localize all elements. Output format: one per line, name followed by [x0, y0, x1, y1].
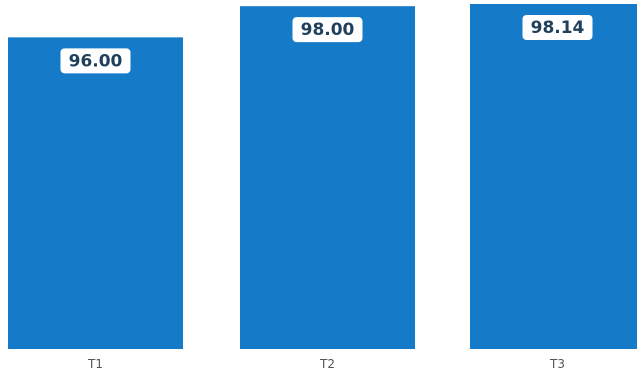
x-axis-ticks: T1 T2 T3 [87, 357, 565, 371]
data-label-T3: 98.14 [522, 15, 593, 40]
x-tick-label-T1: T1 [87, 357, 103, 371]
bar-T1 [8, 37, 183, 349]
x-tick-label-T2: T2 [319, 357, 335, 371]
data-label-text: 98.14 [531, 18, 585, 38]
x-tick-label-T3: T3 [549, 357, 565, 371]
bar-T2 [240, 6, 415, 349]
bar-T3 [470, 4, 637, 349]
data-label-text: 98.00 [301, 20, 355, 40]
data-label-box [522, 15, 593, 40]
data-label-T1: 96.00 [60, 48, 131, 74]
data-label-box [60, 48, 131, 74]
data-label-text: 96.00 [69, 51, 123, 71]
bars-layer [8, 4, 637, 349]
data-label-T2: 98.00 [292, 17, 363, 43]
data-labels-layer: 96.00 98.00 98.14 [60, 15, 593, 74]
data-label-box [292, 17, 363, 43]
